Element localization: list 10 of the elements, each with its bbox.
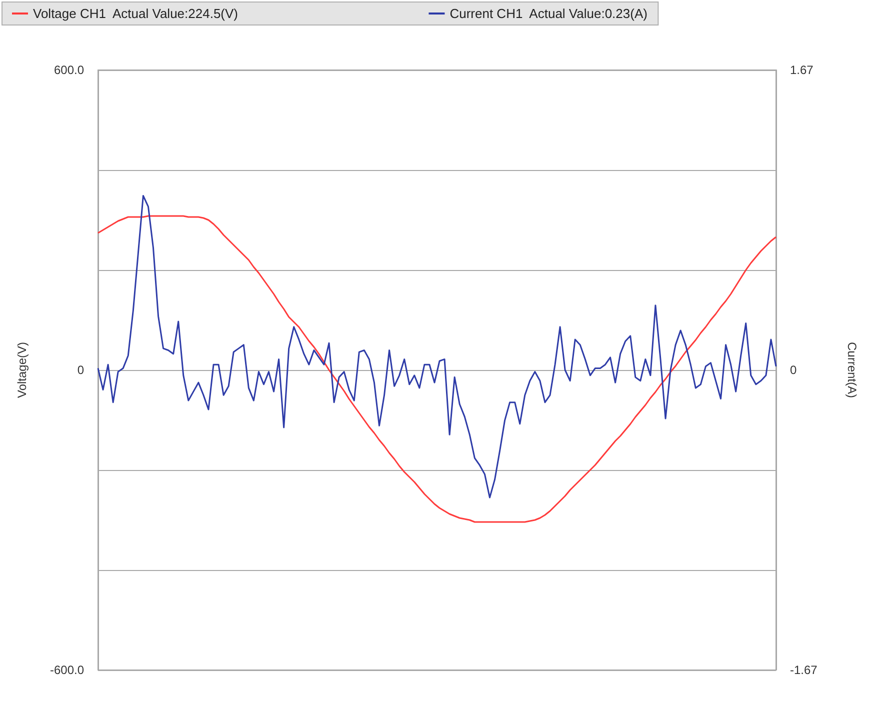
y2-axis-title: Current(A) [845, 342, 859, 398]
y2-tick-label: 0 [790, 363, 797, 377]
y-tick-label: -600.0 [50, 663, 84, 677]
y2-tick-label: 1.67 [790, 63, 814, 77]
y2-tick-label: -1.67 [790, 663, 818, 677]
legend-label: Voltage CH1 Actual Value:224.5(V) [33, 6, 238, 21]
y-axis-title: Voltage(V) [15, 342, 29, 398]
y-tick-label: 600.0 [54, 63, 84, 77]
y-tick-label: 0 [77, 363, 84, 377]
legend-label: Current CH1 Actual Value:0.23(A) [450, 6, 648, 21]
